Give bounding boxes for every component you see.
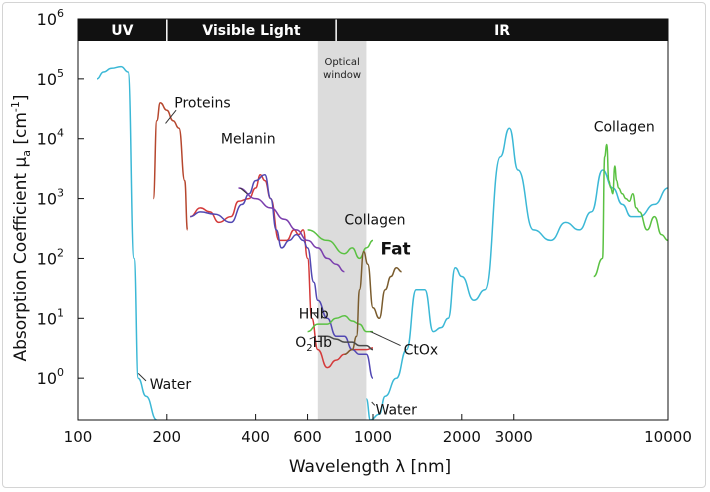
annotation-3: Fat xyxy=(380,240,410,260)
annotation-leader-7 xyxy=(371,401,376,406)
annotation-leader-6 xyxy=(137,373,147,382)
y-tick-base-2: 10 xyxy=(37,249,57,268)
y-tick-exp-2: 2 xyxy=(57,246,64,259)
annotations-group: Proteins Melanin Collagen Fat HHb CtOx Water Wa… xyxy=(137,96,655,418)
x-tick-label-7: 10000 xyxy=(644,428,692,446)
y-tick-exp-4: 4 xyxy=(57,127,64,140)
y-axis-title: Absorption Coefficient μa [cm-1] xyxy=(9,94,33,361)
y-tick-label-6: 106 xyxy=(37,7,64,29)
y-tick-base-6: 10 xyxy=(37,10,57,29)
y-tick-base-0: 10 xyxy=(37,369,57,388)
annotation-o2hb: O2Hb xyxy=(295,335,332,354)
y-tick-exp-5: 5 xyxy=(57,67,64,80)
series-water-uv xyxy=(96,65,158,420)
y-tick-label-0: 100 xyxy=(37,366,64,388)
o2hb-rest: Hb xyxy=(313,335,333,351)
series-fat xyxy=(344,250,402,356)
series-group xyxy=(96,65,668,420)
spectrum-band-header: UV Visible Light IR xyxy=(78,19,668,41)
optical-window-region xyxy=(317,41,367,420)
band-0 xyxy=(78,19,167,41)
y-tick-base-5: 10 xyxy=(37,70,57,89)
y-tick-label-5: 105 xyxy=(37,67,64,89)
y-tick-base-1: 10 xyxy=(37,309,57,328)
optical-window-label-1: Optical xyxy=(324,57,359,68)
annotation-0: Proteins xyxy=(174,96,230,112)
x-axis-title: Wavelength λ [nm] xyxy=(289,457,451,477)
y-tick-label-3: 103 xyxy=(37,187,64,209)
optical-window-label-2: window xyxy=(323,70,361,81)
annotation-8: Collagen xyxy=(594,120,655,136)
annotation-6: Water xyxy=(150,377,192,393)
x-tick-label-2: 400 xyxy=(241,428,270,446)
annotation-5: CtOx xyxy=(404,343,439,359)
x-tick-label-4: 1000 xyxy=(354,428,392,446)
series-collagen-vis xyxy=(307,229,374,260)
band-label-1: Visible Light xyxy=(202,23,300,39)
y-tick-exp-1: 1 xyxy=(57,306,64,319)
o2hb-o: O xyxy=(295,335,306,351)
series-water-ir xyxy=(365,127,668,420)
x-tick-label-6: 3000 xyxy=(495,428,533,446)
series-proteins xyxy=(152,101,189,231)
axes: 100 200 400 600 1000 2000 3000 1000010010110210… xyxy=(37,7,692,446)
band-2 xyxy=(336,19,668,41)
x-tick-label-1: 200 xyxy=(152,428,181,446)
annotation-leader-1 xyxy=(239,187,248,195)
annotation-leader-0 xyxy=(165,109,177,124)
annotation-4: HHb xyxy=(299,307,329,323)
annotation-2: Collagen xyxy=(344,212,405,228)
series-collagen-ir xyxy=(593,143,668,278)
series-melanin xyxy=(238,187,345,273)
band-label-2: IR xyxy=(494,23,510,39)
o2hb-sub: 2 xyxy=(306,343,312,354)
series-hb-red xyxy=(190,174,374,369)
chart-frame xyxy=(2,2,706,488)
band-1 xyxy=(166,19,337,41)
y-tick-exp-0: 0 xyxy=(57,366,64,379)
annotation-leader-4 xyxy=(313,313,319,319)
annotation-leader-5 xyxy=(370,331,401,347)
y-tick-base-3: 10 xyxy=(37,190,57,209)
series-collagen-nir xyxy=(307,315,373,333)
y-tick-label-2: 102 xyxy=(37,246,64,268)
annotation-1: Melanin xyxy=(221,132,276,148)
y-tick-base-4: 10 xyxy=(37,130,57,149)
x-tick-label-5: 2000 xyxy=(443,428,481,446)
y-tick-label-4: 104 xyxy=(37,127,64,149)
x-tick-label-0: 100 xyxy=(64,428,93,446)
y-tick-exp-3: 3 xyxy=(57,187,64,200)
series-hb-blue xyxy=(190,174,374,379)
x-tick-label-3: 600 xyxy=(293,428,322,446)
annotation-leader-o2hb xyxy=(309,335,317,340)
y-tick-label-1: 101 xyxy=(37,306,64,328)
annotation-7: Water xyxy=(376,402,418,418)
optical-window: Optical window xyxy=(317,41,367,420)
y-tick-exp-6: 6 xyxy=(57,7,64,20)
band-label-0: UV xyxy=(111,23,133,39)
series-ctox xyxy=(317,335,374,351)
